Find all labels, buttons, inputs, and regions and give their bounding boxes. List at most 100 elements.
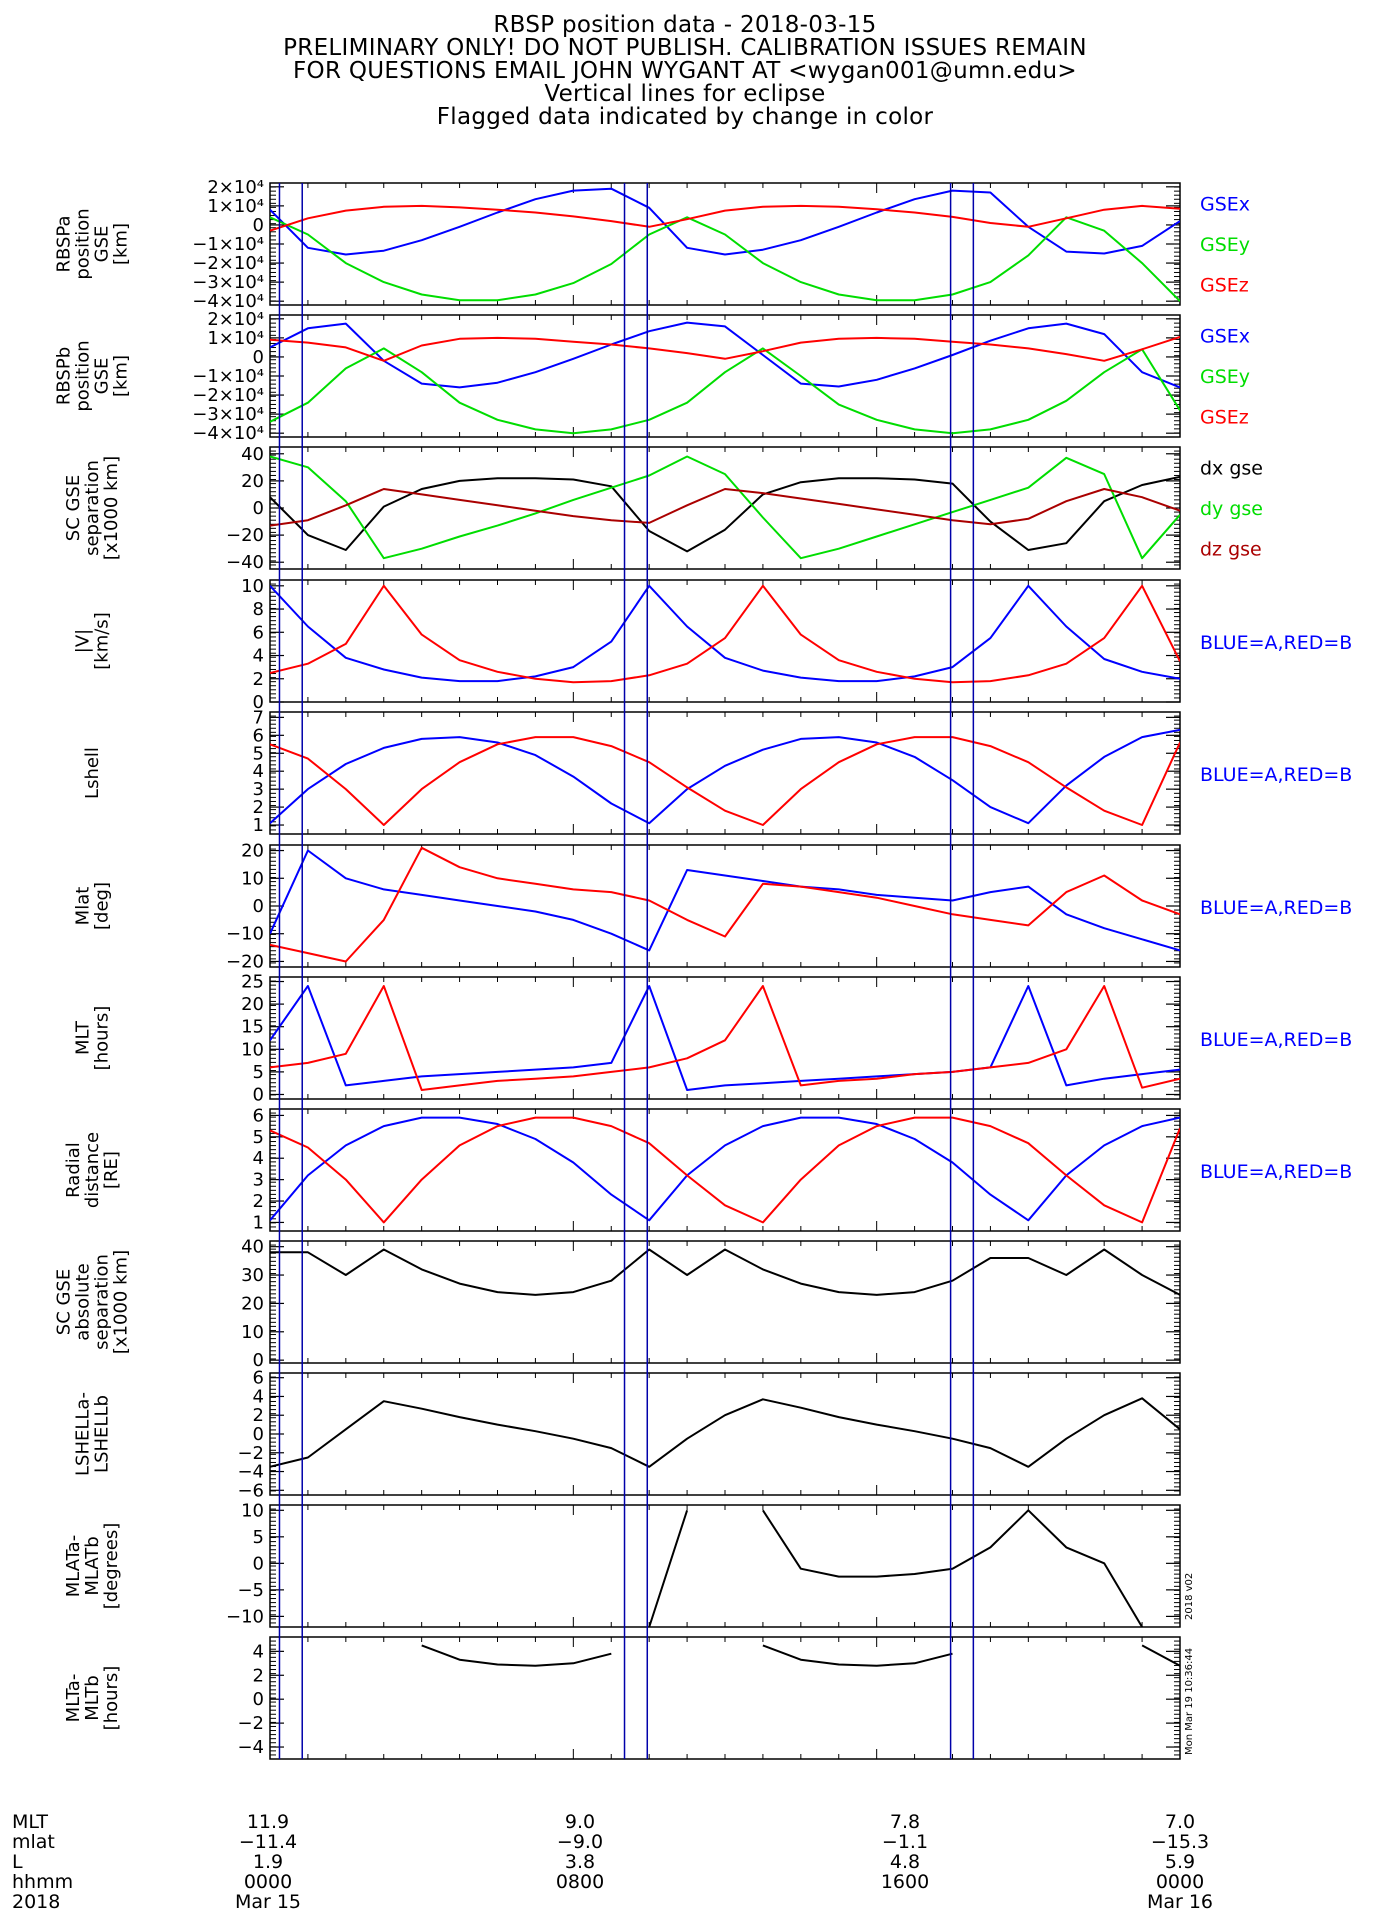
chart-title: RBSP position data - 2018-03-15 bbox=[493, 12, 877, 38]
y-tick-label: −40 bbox=[226, 552, 264, 573]
mlat-frame bbox=[269, 844, 1181, 968]
rbspa-position-series-gsex bbox=[270, 187, 1180, 256]
y-tick-label: 10 bbox=[241, 1039, 264, 1060]
legend-entry: BLUE=A,RED=B bbox=[1200, 1161, 1352, 1183]
footer-value: 3.8 bbox=[564, 1851, 596, 1873]
legend-entry: dy gse bbox=[1200, 498, 1263, 520]
y-tick-label: 2 bbox=[253, 669, 264, 690]
rbspb-position-series-gsey bbox=[270, 347, 1180, 435]
footer-value: 0800 bbox=[555, 1871, 605, 1893]
y-tick-label: −3×10⁴ bbox=[192, 272, 264, 293]
y-axis-label: RBSPa bbox=[54, 215, 75, 272]
rbspa-position-series-gsez bbox=[270, 204, 1180, 232]
y-axis-label: separation bbox=[92, 1254, 113, 1350]
eclipse-note: Vertical lines for eclipse bbox=[544, 81, 826, 107]
footer-column-2: 7.8 −1.1 4.8 1600 bbox=[845, 1812, 965, 1892]
y-axis-label: [x1000 km] bbox=[101, 456, 122, 560]
y-tick-label: −4 bbox=[237, 1462, 264, 1483]
sc-gse-separation-series-dz-gse bbox=[270, 488, 1180, 527]
title-block: RBSP position data - 2018-03-15 PRELIMIN… bbox=[0, 14, 1400, 129]
y-tick-label: 25 bbox=[241, 972, 264, 993]
y-tick-label: −3×10⁴ bbox=[192, 404, 264, 425]
y-tick-label: 0 bbox=[253, 1084, 264, 1105]
legend-entry: GSEx bbox=[1200, 193, 1250, 215]
legend-entry: GSEx bbox=[1200, 325, 1250, 347]
y-tick-label: −20 bbox=[226, 525, 264, 546]
y-axis-label: [km] bbox=[111, 355, 132, 397]
y-tick-label: 1×10⁴ bbox=[207, 328, 264, 349]
velocity-series-a bbox=[270, 584, 1180, 683]
y-tick-label: 8 bbox=[253, 599, 264, 620]
y-tick-label: 0 bbox=[253, 1689, 264, 1710]
y-tick-label: 10 bbox=[241, 868, 264, 889]
y-tick-label: 40 bbox=[241, 1237, 264, 1258]
y-tick-label: 2 bbox=[253, 1191, 264, 1212]
footer-value: Mar 15 bbox=[234, 1891, 302, 1913]
y-tick-label: 3 bbox=[253, 1170, 264, 1191]
y-tick-label: 10 bbox=[241, 576, 264, 597]
y-axis-label: [x1000 km] bbox=[111, 1250, 132, 1354]
y-axis-label: SC GSE bbox=[63, 475, 84, 541]
rbspb-position-series-gsex bbox=[270, 321, 1180, 389]
y-tick-label: 0 bbox=[253, 1424, 264, 1445]
version-stamp: 2018 v02 bbox=[1184, 1573, 1195, 1620]
y-tick-label: 2 bbox=[253, 797, 264, 818]
radial-distance-series-b bbox=[270, 1116, 1180, 1224]
sc-gse-separation-frame bbox=[269, 446, 1181, 570]
footer-value: −11.4 bbox=[238, 1831, 298, 1853]
legend-entry: GSEy bbox=[1200, 366, 1250, 388]
y-tick-label: −2×10⁴ bbox=[192, 385, 264, 406]
velocity-series-b bbox=[270, 584, 1180, 684]
y-tick-label: −4×10⁴ bbox=[192, 423, 264, 444]
y-tick-label: 4 bbox=[253, 1386, 264, 1407]
generated-stamp: Mon Mar 19 10:36:44 bbox=[1184, 1648, 1195, 1755]
y-axis-label: separation bbox=[82, 460, 103, 556]
footer-value: 7.0 bbox=[1164, 1811, 1196, 1833]
legend-entry: BLUE=A,RED=B bbox=[1200, 897, 1352, 919]
mlat-difference-frame bbox=[269, 1504, 1181, 1628]
footer-value: 1.9 bbox=[252, 1851, 284, 1873]
y-tick-label: −10 bbox=[226, 924, 264, 945]
lshell-difference-frame bbox=[269, 1372, 1181, 1496]
sc-gse-absolute-separation-frame bbox=[269, 1240, 1181, 1364]
contact-line: FOR QUESTIONS EMAIL JOHN WYGANT AT <wyga… bbox=[293, 58, 1077, 84]
lshell-series-a bbox=[270, 728, 1180, 825]
y-axis-label: [km/s] bbox=[92, 612, 113, 669]
radial-distance-series-a bbox=[270, 1116, 1180, 1222]
y-tick-label: 6 bbox=[253, 1368, 264, 1389]
warning-line: PRELIMINARY ONLY! DO NOT PUBLISH. CALIBR… bbox=[283, 35, 1087, 61]
y-tick-label: 2 bbox=[253, 1665, 264, 1686]
radial-distance-frame bbox=[269, 1108, 1181, 1232]
sc-gse-separation-series-dx-gse bbox=[270, 475, 1180, 553]
y-axis-label: LSHELLa- bbox=[73, 1392, 94, 1476]
y-tick-label: −6 bbox=[237, 1480, 264, 1501]
y-tick-label: 0 bbox=[253, 498, 264, 519]
y-tick-label: −1×10⁴ bbox=[192, 366, 264, 387]
footer-label-year: 2018 bbox=[12, 1891, 61, 1913]
rbspa-position-series-gsey bbox=[270, 216, 1180, 302]
y-tick-label: −4 bbox=[237, 1737, 264, 1758]
y-axis-label: SC GSE bbox=[54, 1269, 75, 1335]
y-tick-label: 0 bbox=[253, 347, 264, 368]
y-tick-label: 30 bbox=[241, 1265, 264, 1286]
y-axis-label: RBSPb bbox=[54, 347, 75, 405]
y-tick-label: −2×10⁴ bbox=[192, 253, 264, 274]
y-axis-label: MLATa- bbox=[63, 1535, 84, 1597]
mlt-difference-frame bbox=[269, 1636, 1181, 1760]
y-axis-label: absolute bbox=[73, 1263, 94, 1340]
lshell-difference-series-difference bbox=[270, 1397, 1180, 1468]
y-tick-label: 4 bbox=[253, 1148, 264, 1169]
footer-value: 4.8 bbox=[889, 1851, 921, 1873]
y-tick-label: 10 bbox=[241, 1500, 264, 1521]
y-axis-label: [degrees] bbox=[101, 1523, 122, 1610]
y-axis-label: [RE] bbox=[101, 1151, 122, 1189]
y-axis-label: LSHELLb bbox=[92, 1395, 113, 1473]
y-axis-label: GSE bbox=[92, 226, 113, 263]
y-tick-label: 3 bbox=[253, 779, 264, 800]
y-tick-label: 0 bbox=[253, 896, 264, 917]
legend-entry: BLUE=A,RED=B bbox=[1200, 632, 1352, 654]
mlt-series-a bbox=[270, 985, 1180, 1091]
y-tick-label: 6 bbox=[253, 1105, 264, 1126]
y-axis-label: MLTa- bbox=[63, 1674, 84, 1723]
y-tick-label: −2 bbox=[237, 1713, 264, 1734]
